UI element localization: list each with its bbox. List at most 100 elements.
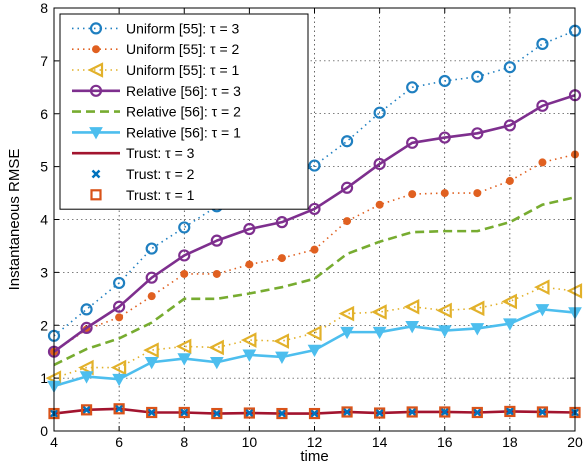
data-point xyxy=(471,406,483,419)
data-point xyxy=(372,326,387,340)
data-point xyxy=(80,321,93,334)
data-point xyxy=(211,407,223,420)
data-point xyxy=(407,407,417,417)
data-point xyxy=(473,189,482,198)
data-point xyxy=(212,269,221,278)
data-point xyxy=(342,407,352,417)
data-point xyxy=(208,339,224,356)
legend-label: Trust: τ = 2 xyxy=(126,166,195,182)
y-tick-label: 7 xyxy=(40,53,48,69)
data-point xyxy=(212,409,222,418)
legend-swatch-marker xyxy=(89,84,103,97)
data-point xyxy=(275,216,289,229)
data-point xyxy=(144,356,159,370)
series-line xyxy=(53,29,576,337)
series-line xyxy=(53,153,576,353)
data-point xyxy=(440,189,449,198)
data-point xyxy=(538,407,547,417)
data-point xyxy=(307,344,322,358)
data-point xyxy=(472,408,482,417)
legend-label: Trust: τ = 3 xyxy=(126,145,195,161)
data-point xyxy=(110,359,127,376)
legend-entry: Uniform [55]: τ = 2 xyxy=(72,41,240,57)
data-point xyxy=(276,407,288,420)
data-point xyxy=(310,409,319,418)
data-point xyxy=(533,279,550,295)
data-point xyxy=(403,298,420,315)
y-tick-label: 6 xyxy=(40,106,48,122)
legend-entry: Relative [56]: τ = 3 xyxy=(72,83,241,99)
data-point xyxy=(538,158,547,167)
data-point xyxy=(179,408,189,417)
data-point xyxy=(275,351,289,365)
data-point xyxy=(113,403,125,415)
data-point xyxy=(240,332,257,348)
y-axis-label: Instantaneous RMSE xyxy=(6,149,23,291)
legend-swatch-marker xyxy=(92,45,100,54)
x-tick-label: 18 xyxy=(502,434,518,450)
x-tick-label: 8 xyxy=(180,434,188,450)
x-tick-label: 6 xyxy=(115,434,123,450)
y-tick-label: 0 xyxy=(40,423,48,439)
data-point xyxy=(504,405,516,418)
data-point xyxy=(242,349,257,362)
data-point xyxy=(437,325,452,338)
legend-entry: Relative [56]: τ = 2 xyxy=(72,104,241,120)
data-point xyxy=(343,217,352,226)
data-point xyxy=(503,61,516,74)
data-point xyxy=(405,321,420,334)
legend-label: Relative [56]: τ = 2 xyxy=(126,104,241,120)
legend-swatch-marker xyxy=(90,189,102,201)
data-point xyxy=(78,359,94,376)
data-point xyxy=(210,234,223,247)
x-axis-label: time xyxy=(300,448,328,465)
data-point xyxy=(115,313,124,322)
data-point xyxy=(277,409,287,418)
data-point xyxy=(438,131,451,144)
data-point xyxy=(338,305,355,322)
y-tick-label: 5 xyxy=(40,159,48,175)
data-point xyxy=(439,406,451,418)
data-point xyxy=(146,406,158,419)
data-point xyxy=(178,406,190,419)
legend-label: Trust: τ = 1 xyxy=(126,187,195,203)
legend-entry: Uniform [55]: τ = 1 xyxy=(72,62,240,78)
data-point xyxy=(79,371,94,384)
x-tick-label: 10 xyxy=(242,434,258,450)
data-point xyxy=(470,323,485,336)
data-point xyxy=(308,159,321,172)
legend-swatch-marker xyxy=(87,62,104,78)
data-point xyxy=(340,326,354,340)
data-point xyxy=(308,202,321,216)
data-point xyxy=(436,302,452,319)
data-point xyxy=(406,406,418,418)
data-point xyxy=(277,254,286,263)
data-point xyxy=(373,157,386,171)
legend-label: Uniform [55]: τ = 1 xyxy=(126,62,240,78)
legend-swatch-marker xyxy=(89,127,103,140)
data-point xyxy=(375,408,385,418)
x-tick-label: 12 xyxy=(307,434,323,450)
data-point xyxy=(243,407,255,419)
data-point xyxy=(308,407,321,420)
data-point xyxy=(306,325,322,341)
data-point xyxy=(143,342,159,358)
legend-swatch-marker xyxy=(91,169,101,179)
data-point xyxy=(180,269,189,278)
legend: Uniform [55]: τ = 3 Uniform [55]: τ = 2 Un… xyxy=(59,13,309,210)
data-point xyxy=(503,318,517,331)
data-point xyxy=(536,406,549,418)
data-point xyxy=(178,249,191,262)
data-point xyxy=(145,271,158,284)
x-tick-label: 14 xyxy=(372,434,388,450)
data-point xyxy=(374,407,386,419)
y-tick-label: 3 xyxy=(40,264,48,280)
data-point xyxy=(82,405,91,415)
data-point xyxy=(147,292,156,301)
legend-label: Uniform [55]: τ = 2 xyxy=(126,41,240,57)
legend-entry: Uniform [55]: τ = 3 xyxy=(72,20,240,36)
data-point xyxy=(147,408,157,417)
y-tick-label: 1 xyxy=(40,370,48,386)
data-point xyxy=(371,304,387,320)
